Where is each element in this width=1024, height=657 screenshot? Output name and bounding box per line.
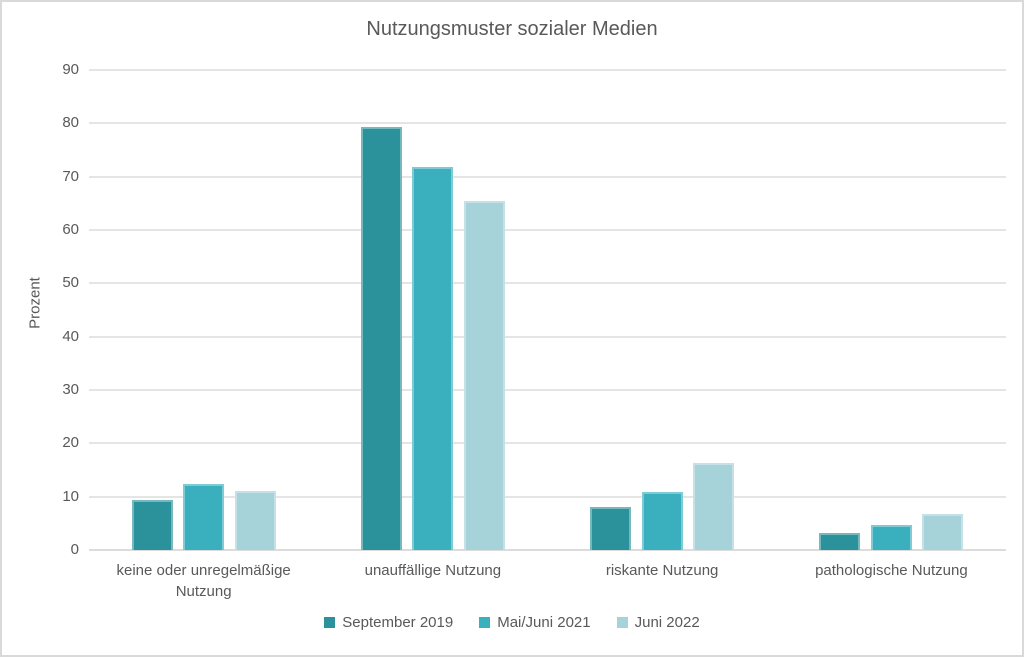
y-tick-label: 40 [62, 327, 79, 345]
x-axis-category-label: pathologische Nutzung [815, 562, 968, 579]
bar [234, 491, 276, 550]
legend-label: September 2019 [342, 614, 454, 631]
x-axis-category-label: riskante Nutzung [605, 562, 719, 579]
bar [131, 499, 173, 550]
legend-marker [616, 617, 628, 628]
bar [183, 483, 225, 550]
y-tick-label: 70 [62, 167, 79, 185]
legend-marker [479, 617, 491, 628]
legend-marker [324, 617, 336, 628]
gridline [89, 442, 1006, 445]
legend: September 2019 Mai/Juni 2021 Juni 2022 [2, 614, 1022, 631]
legend-label: Mai/Juni 2021 [497, 614, 591, 631]
legend-item: Juni 2022 [616, 614, 700, 631]
chart-title: Nutzungsmuster sozialer Medien [366, 18, 658, 40]
bar [412, 167, 454, 550]
x-axis-category-label: unauffällige Nutzung [364, 562, 502, 579]
gridline [89, 389, 1006, 391]
gridline [89, 549, 1006, 551]
bar [819, 532, 861, 550]
gridline [89, 335, 1006, 338]
bar [463, 201, 505, 550]
y-tick-label: 60 [62, 221, 79, 238]
bar [922, 514, 964, 550]
gridline [89, 69, 1006, 71]
bar [693, 462, 735, 550]
gridline [89, 122, 1006, 125]
legend-item: Mai/Juni 2021 [479, 614, 591, 631]
y-tick-label: 50 [62, 274, 79, 292]
bar [870, 524, 912, 550]
legend-item: September 2019 [324, 614, 453, 631]
gridline [89, 229, 1006, 231]
y-tick-label: 90 [62, 61, 79, 78]
bar [590, 506, 632, 550]
y-tick-label: 80 [62, 114, 79, 132]
y-tick-label: 20 [62, 434, 79, 452]
y-tick-label: 30 [62, 381, 79, 398]
bar [641, 492, 683, 550]
gridline [89, 495, 1006, 498]
gridline [89, 282, 1006, 285]
legend-label: Juni 2022 [634, 614, 700, 631]
gridline [89, 175, 1006, 178]
y-tick-label: 0 [70, 541, 79, 558]
bar [360, 127, 402, 550]
y-tick-label: 10 [62, 487, 79, 505]
x-axis-category-label: keine oder unregelmäßige Nutzung [116, 562, 291, 600]
